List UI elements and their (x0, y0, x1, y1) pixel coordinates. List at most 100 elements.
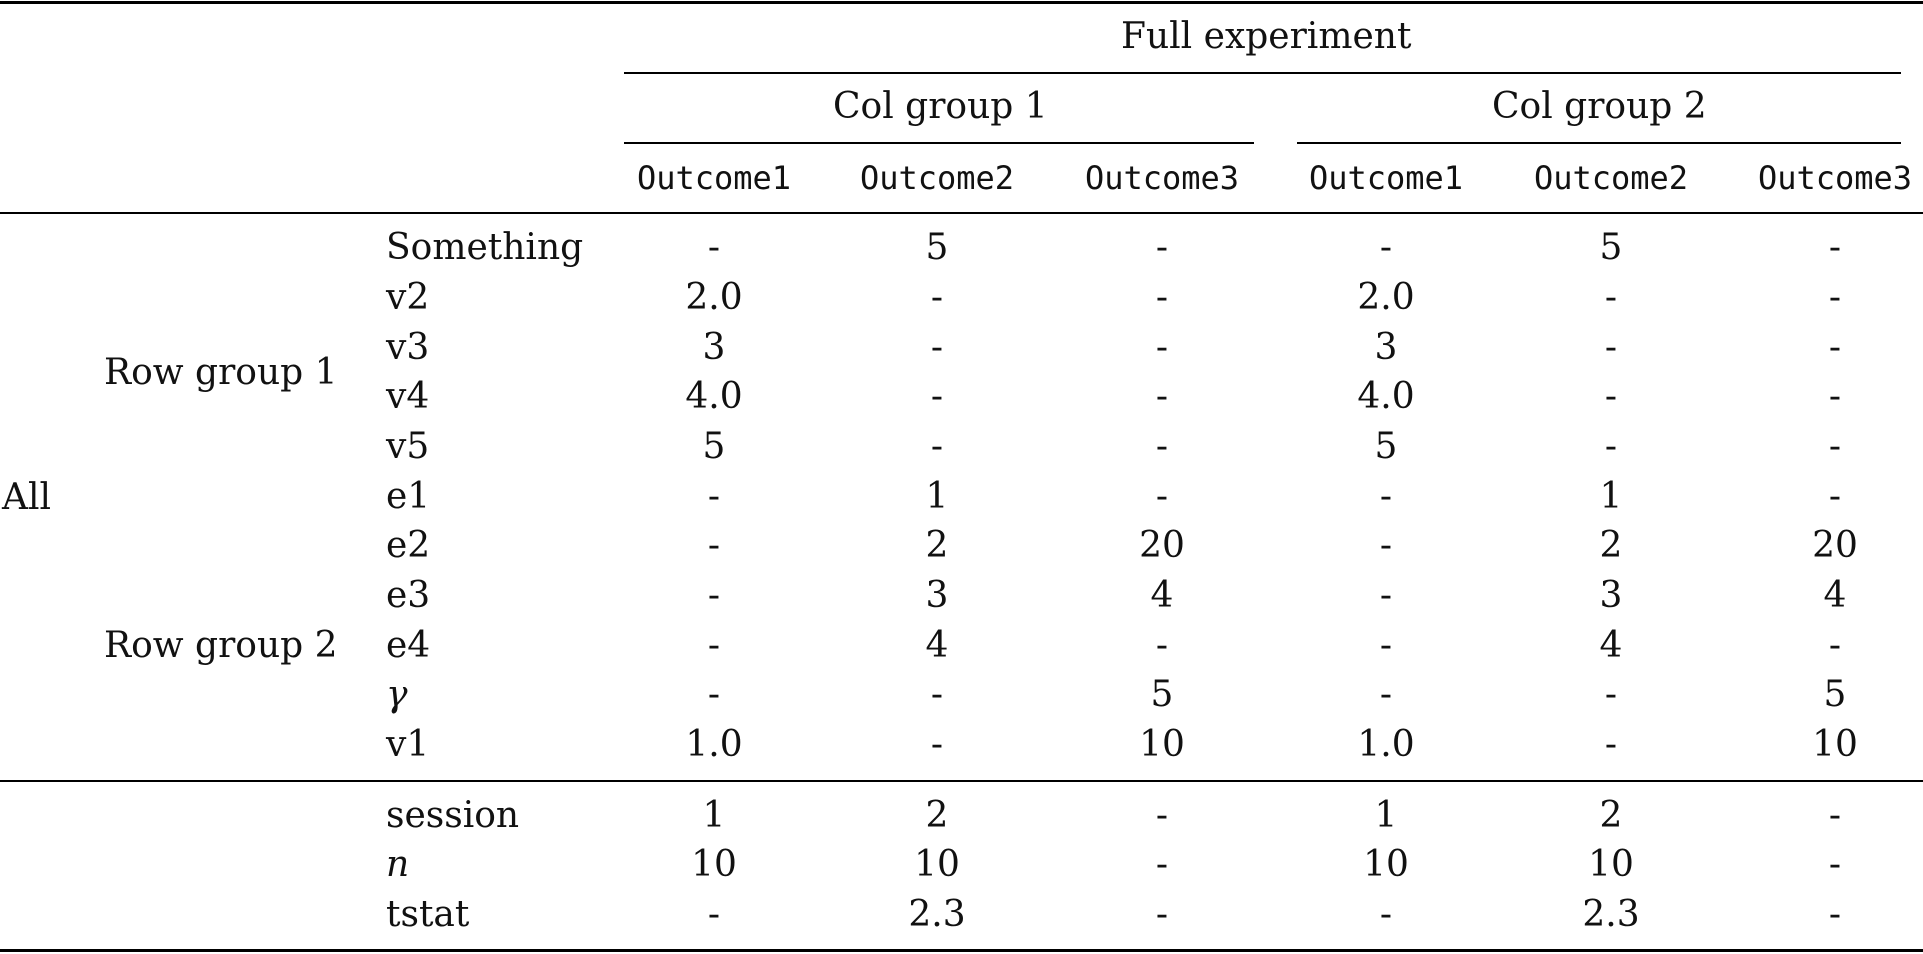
body-cell: 5 (1599, 227, 1623, 268)
stat-row-label: session (386, 795, 520, 836)
body-cell: - (707, 674, 721, 715)
stat-cell: 2 (1599, 795, 1623, 836)
body-row-label: v1 (386, 724, 430, 765)
body-cell: 1 (925, 476, 949, 517)
body-cell: - (1828, 625, 1842, 666)
stat-cell: - (707, 894, 721, 935)
spanner-rule (624, 72, 1901, 74)
body-cell: - (1155, 376, 1169, 417)
stat-cell: 2.3 (908, 894, 966, 935)
stat-cell: 1 (702, 795, 726, 836)
body-cell: 4 (1823, 575, 1847, 616)
col-label-4: Outcome1 (1308, 159, 1464, 197)
col-label-6: Outcome3 (1757, 159, 1913, 197)
body-cell: - (1379, 525, 1393, 566)
body-cell: - (1604, 376, 1618, 417)
body-cell: - (1379, 227, 1393, 268)
body-cell: - (930, 724, 944, 765)
stat-cell: 10 (1363, 844, 1409, 885)
body-cell: - (1604, 674, 1618, 715)
body-cell: - (1604, 426, 1618, 467)
stat-cell: - (1379, 894, 1393, 935)
body-cell: - (930, 327, 944, 368)
body-cell: - (1155, 227, 1169, 268)
stat-cell: - (1155, 894, 1169, 935)
row-group-label-1: Row group 1 (104, 352, 338, 393)
body-cell: 2.0 (1357, 277, 1415, 318)
body-cell: 20 (1812, 525, 1858, 566)
stat-cell: 2 (925, 795, 949, 836)
body-bottom-rule (0, 780, 1923, 782)
body-cell: - (930, 674, 944, 715)
body-cell: 2.0 (685, 277, 743, 318)
body-cell: - (1379, 674, 1393, 715)
header-bottom-rule (0, 212, 1923, 214)
col-group-label-2: Col group 2 (1492, 86, 1707, 127)
body-cell: - (707, 476, 721, 517)
body-cell: - (930, 277, 944, 318)
bottom-rule (0, 949, 1923, 952)
body-cell: - (1155, 426, 1169, 467)
body-cell: 3 (925, 575, 949, 616)
body-cell: - (930, 426, 944, 467)
body-row-label: v4 (386, 376, 430, 417)
stat-row-label: tstat (386, 894, 470, 935)
body-cell: 4 (925, 625, 949, 666)
stat-cell: 10 (691, 844, 737, 885)
col-group-rule-1 (624, 142, 1254, 144)
body-row-label: v3 (386, 327, 430, 368)
stat-cell: 1 (1374, 795, 1398, 836)
body-cell: - (1379, 575, 1393, 616)
body-cell: - (1828, 476, 1842, 517)
col-label-2: Outcome2 (859, 159, 1015, 197)
body-cell: 4.0 (685, 376, 743, 417)
body-cell: - (930, 376, 944, 417)
stat-row-label: n (386, 844, 410, 885)
col-group-label-1: Col group 1 (833, 86, 1048, 127)
body-cell: 1.0 (685, 724, 743, 765)
stat-cell: 2.3 (1582, 894, 1640, 935)
body-row-label: Something (386, 227, 584, 268)
body-cell: - (1828, 227, 1842, 268)
body-cell: 4.0 (1357, 376, 1415, 417)
body-cell: - (1604, 724, 1618, 765)
body-cell: 5 (1823, 674, 1847, 715)
body-row-label: v5 (386, 426, 430, 467)
body-cell: - (1155, 277, 1169, 318)
row-group-label-2: Row group 2 (104, 625, 338, 666)
body-cell: 4 (1150, 575, 1174, 616)
col-label-1: Outcome1 (636, 159, 792, 197)
body-cell: - (1379, 625, 1393, 666)
outer-stub-label: All (2, 477, 52, 518)
body-cell: 10 (1812, 724, 1858, 765)
col-label-3: Outcome3 (1084, 159, 1240, 197)
body-cell: - (707, 575, 721, 616)
body-row-label: e4 (386, 625, 431, 666)
body-cell: 3 (702, 327, 726, 368)
body-cell: 3 (1599, 575, 1623, 616)
body-cell: 5 (1374, 426, 1398, 467)
body-cell: - (707, 227, 721, 268)
body-cell: - (1155, 625, 1169, 666)
body-cell: 4 (1599, 625, 1623, 666)
body-cell: 1.0 (1357, 724, 1415, 765)
body-cell: - (1155, 327, 1169, 368)
stat-cell: - (1155, 795, 1169, 836)
body-cell: - (1828, 426, 1842, 467)
col-group-rule-2 (1297, 142, 1901, 144)
body-row-label: e3 (386, 575, 431, 616)
body-cell: 5 (1150, 674, 1174, 715)
body-cell: 2 (1599, 525, 1623, 566)
stat-cell: 10 (914, 844, 960, 885)
body-cell: - (1604, 327, 1618, 368)
body-cell: - (1828, 277, 1842, 318)
stat-cell: - (1155, 844, 1169, 885)
stat-cell: - (1828, 844, 1842, 885)
stat-cell: - (1828, 894, 1842, 935)
col-label-5: Outcome2 (1533, 159, 1689, 197)
body-cell: - (1155, 476, 1169, 517)
body-row-label: e2 (386, 525, 431, 566)
body-cell: 5 (702, 426, 726, 467)
body-cell: - (707, 525, 721, 566)
